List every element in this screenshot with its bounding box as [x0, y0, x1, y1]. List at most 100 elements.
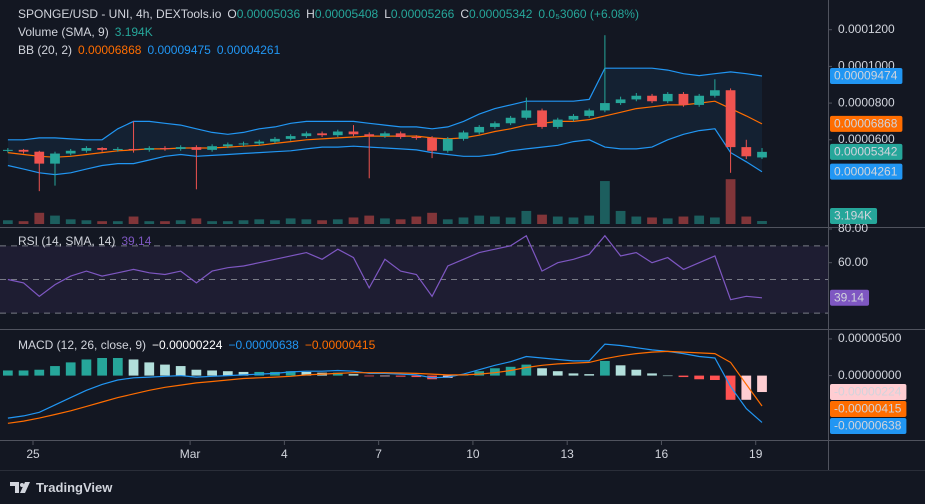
volume-bar [112, 221, 123, 224]
histogram-bar [741, 375, 752, 400]
histogram-bar [50, 366, 60, 376]
candle-body [694, 95, 705, 105]
candle-body [600, 103, 610, 111]
histogram-bar [81, 359, 92, 376]
candle-body [144, 148, 155, 150]
axis-badge-label: -0.00000638 [834, 419, 902, 433]
histogram-bar [490, 368, 500, 376]
candle-body [81, 148, 92, 151]
volume-bar [741, 216, 752, 224]
candle-body [411, 137, 422, 139]
volume-bar [97, 221, 107, 224]
rsi-line [7, 234, 763, 301]
axis-badge-label: 0.00005342 [834, 145, 898, 159]
candle-body [254, 141, 265, 144]
axis-badge-label: -0.00000415 [834, 402, 902, 416]
axis-badge [830, 143, 903, 160]
axis-badge [830, 401, 907, 418]
candle-body [128, 148, 139, 150]
legend-text: −0.00000415 [304, 338, 376, 352]
volume-bar [757, 221, 767, 224]
volume-bar [18, 221, 29, 224]
histogram-bar [285, 371, 296, 376]
volume-bar [537, 214, 547, 224]
histogram-bar [332, 372, 343, 376]
volume-bar [427, 212, 437, 224]
band-fill [7, 68, 762, 175]
volume-bar [285, 218, 296, 224]
histogram-bar [364, 375, 375, 377]
legend-text: 0.00006868 [78, 43, 142, 57]
legend-text: MACD (12, 26, close, 9) [18, 338, 147, 352]
candle-body [552, 119, 563, 127]
histogram-bar [631, 369, 642, 376]
histogram-bar [160, 364, 170, 376]
histogram-bar [678, 375, 689, 378]
volume-bar [662, 218, 673, 224]
candle-body [285, 136, 296, 139]
volume-bar [2, 220, 13, 224]
candle-body [222, 144, 233, 147]
volume-bar [144, 221, 155, 224]
volume-bar [725, 179, 736, 224]
candle-body [332, 131, 343, 136]
price-legend: SPONGE/USD - UNI, 4h, DEXTools.io O0.0000… [18, 5, 645, 59]
y-tick-label: 0.0000600 [838, 132, 895, 146]
legend-row: RSI (14, SMA, 14) 39.14 [18, 232, 157, 250]
candle-body [741, 147, 752, 157]
histogram-bar [474, 371, 485, 376]
candle-body [710, 90, 720, 96]
legend-text: 0.00009475 [147, 43, 211, 57]
x-tick-label: 7 [375, 447, 382, 461]
legend-text: 0.00005408 [314, 7, 379, 21]
legend-text: O [227, 7, 237, 21]
candle-body [568, 115, 579, 120]
x-tick-label: 16 [655, 447, 669, 461]
axis-badge [830, 384, 907, 401]
histogram-bar [34, 369, 45, 376]
histogram-bar [537, 368, 547, 376]
histogram-bar [694, 375, 705, 380]
volume-bar [238, 220, 249, 224]
y-tick-label: 0.0001200 [838, 22, 895, 36]
candle-body [757, 151, 767, 158]
axis-badge-label: 0.00006868 [834, 117, 898, 131]
histogram-bar [65, 362, 76, 376]
histogram-bar [222, 371, 233, 376]
histogram-bar [552, 371, 563, 376]
legend-text: C [460, 7, 469, 21]
volume-bar [65, 219, 76, 224]
candle-body [301, 133, 312, 137]
volume-bar [411, 216, 422, 224]
volume-bar [490, 216, 500, 224]
axis-badge [830, 163, 903, 180]
volume-bar [348, 217, 359, 224]
candle-body [442, 138, 453, 151]
volume-bar [710, 217, 720, 224]
legend-text: 0.00004261 [216, 43, 281, 57]
legend-text: −0.00000224 [152, 338, 223, 352]
candle-body [615, 99, 626, 104]
histogram-bar [97, 357, 107, 376]
band-lower [7, 128, 763, 176]
macd-legend: MACD (12, 26, close, 9) −0.00000224 −0.000… [18, 336, 381, 354]
legend-text: 3.194K [114, 25, 153, 39]
histogram-bar [411, 375, 422, 378]
candle-body [238, 143, 249, 145]
rsi-legend: RSI (14, SMA, 14) 39.14 [18, 232, 157, 250]
axis-badge [830, 115, 903, 132]
candle-body [631, 95, 642, 100]
x-tick-label: 13 [561, 447, 575, 461]
candle-body [18, 149, 29, 152]
x-tick-label: Mar [180, 447, 201, 461]
candle-body [112, 148, 123, 150]
volume-bar [301, 219, 312, 224]
price-pane [2, 35, 767, 224]
y-tick-label: 0.0000800 [838, 95, 895, 109]
candle-body [395, 133, 406, 138]
histogram-bar [584, 374, 595, 376]
volume-bar [458, 217, 469, 224]
volume-bar [222, 221, 233, 224]
histogram-bar [301, 371, 312, 376]
